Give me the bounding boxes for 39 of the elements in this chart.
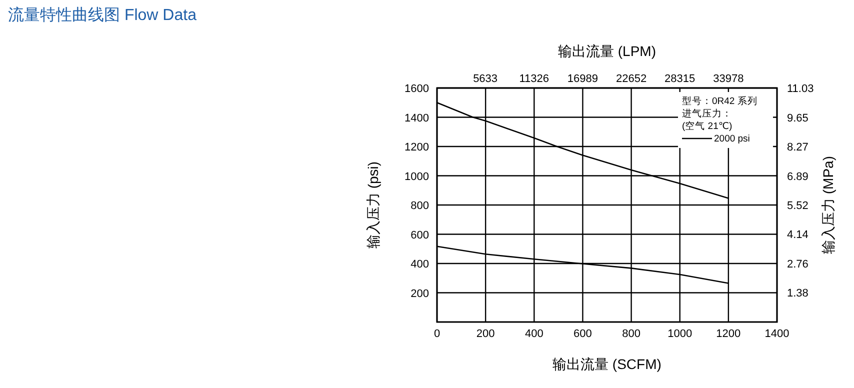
x2-tick-label: 28315 xyxy=(664,73,696,85)
text: 流量特性曲线图 Flow Data xyxy=(8,6,197,24)
x2-tick-label: 22652 xyxy=(616,73,647,85)
y2-tick-label: 5.52 xyxy=(787,200,808,212)
x-tick-label: 200 xyxy=(476,328,495,340)
y-tick-label: 1200 xyxy=(404,142,429,154)
y-tick-label: 800 xyxy=(410,200,429,212)
y2-tick-label: 8.27 xyxy=(787,142,808,154)
y-tick-label: 1400 xyxy=(404,112,429,124)
x2-tick-label: 33978 xyxy=(713,73,744,85)
y2-tick-label: 2.76 xyxy=(787,258,808,270)
x2-tick-label: 16989 xyxy=(567,73,598,85)
x2-tick-label: 11326 xyxy=(519,73,550,85)
y-tick-label: 400 xyxy=(410,258,429,270)
y2-axis-title: 输入压力 (MPa) xyxy=(820,156,836,254)
x-tick-label: 600 xyxy=(574,328,592,340)
y-tick-label: 200 xyxy=(410,288,429,300)
legend-label: 2000 psi xyxy=(714,134,750,144)
y-axis-title: 输入压力 (psi) xyxy=(365,161,381,249)
x-tick-label: 800 xyxy=(622,328,640,340)
x-tick-label: 400 xyxy=(524,328,544,340)
x-tick-label: 1400 xyxy=(764,328,790,340)
y2-tick-label: 1.38 xyxy=(787,288,808,300)
text: 进气压力： xyxy=(682,108,732,120)
x-tick-label: 1000 xyxy=(668,328,692,340)
x-tick-label: 1200 xyxy=(716,328,741,340)
x2-axis-title: 输出流量 (LPM) xyxy=(558,43,656,59)
text: (空气 21℃) xyxy=(682,121,732,132)
y2-tick-label: 11.03 xyxy=(787,83,814,95)
y2-tick-label: 6.89 xyxy=(787,170,808,183)
text: 型号：0R42 系列 xyxy=(682,96,758,107)
y-tick-label: 600 xyxy=(410,229,429,242)
y2-tick-label: 9.65 xyxy=(787,112,808,124)
x-tick-label: 0 xyxy=(434,328,440,340)
y-tick-label: 1000 xyxy=(404,170,429,183)
x-axis-title: 输出流量 (SCFM) xyxy=(552,356,662,372)
y-tick-label: 1600 xyxy=(404,83,429,95)
y2-tick-label: 4.14 xyxy=(787,229,808,242)
x2-tick-label: 5633 xyxy=(473,73,498,85)
